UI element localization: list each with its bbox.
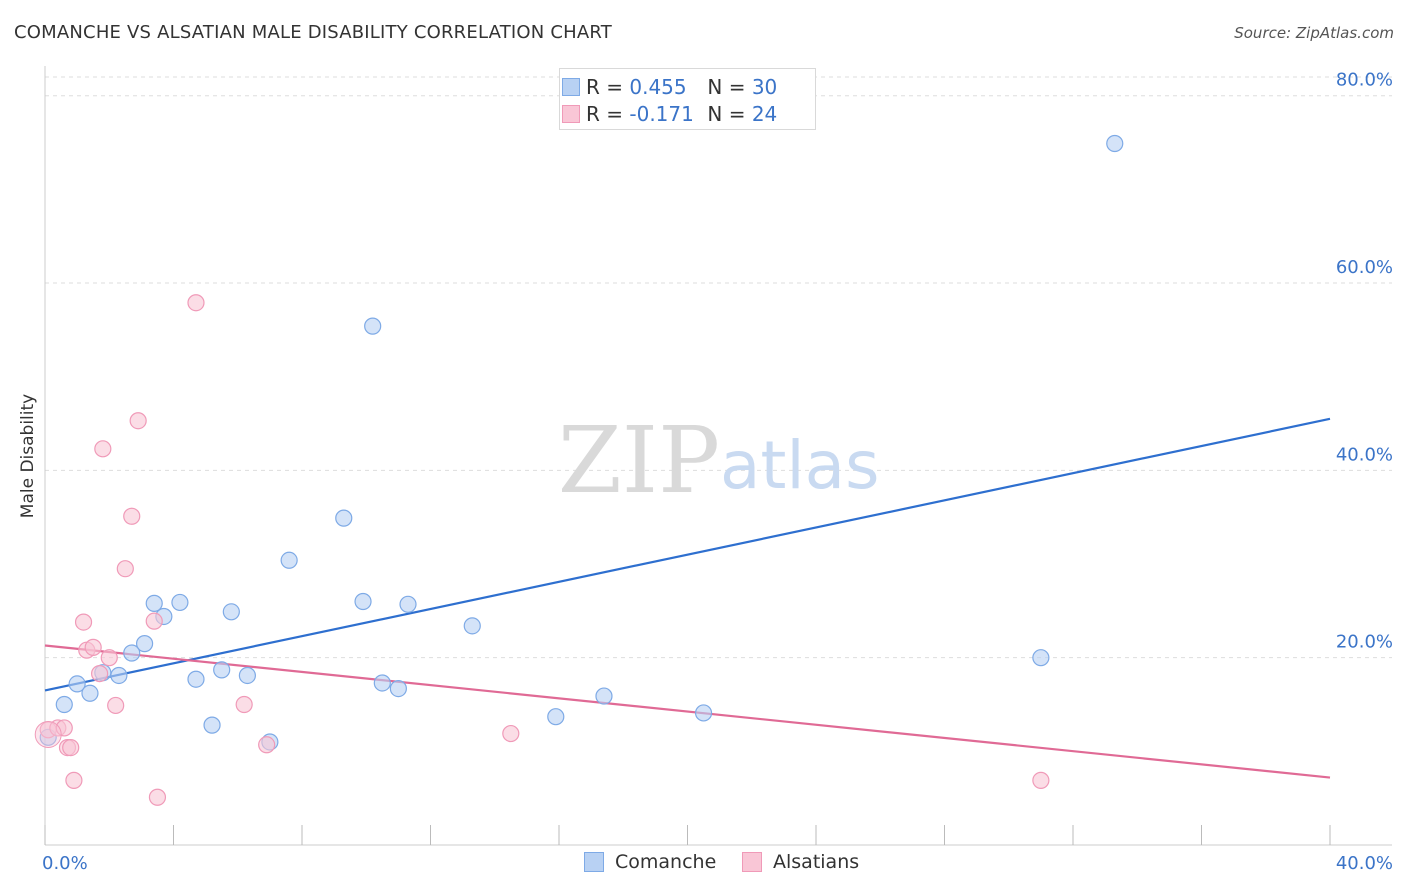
data-point-alsatians <box>235 695 253 714</box>
y-tick-label: 60.0% <box>1336 257 1393 278</box>
data-point-alsatians <box>100 649 118 667</box>
tick-label-layer: 20.0% 40.0% 60.0% 80.0% 0.0% 40.0% <box>42 70 1393 874</box>
legend-n-value: 30 <box>751 75 778 99</box>
trend-line-comanche <box>44 417 1331 692</box>
data-point-comanche <box>213 661 231 679</box>
legend-n-label: N = <box>707 75 752 99</box>
data-point-comanche <box>595 687 613 705</box>
y-tick-label: 40.0% <box>1336 444 1393 465</box>
data-point-comanche <box>68 675 86 693</box>
data-point-comanche <box>171 593 189 612</box>
legend-r-value: 0.455 <box>629 75 687 99</box>
data-point-comanche <box>145 594 163 612</box>
data-point-alsatians <box>187 294 205 312</box>
grid-layer <box>45 76 1392 659</box>
data-point-alsatians <box>123 507 141 525</box>
legend-r-value: -0.171 <box>629 102 694 126</box>
trend-line-alsatians <box>44 644 1331 779</box>
data-point-alsatians <box>1032 771 1050 789</box>
data-point-comanche <box>238 666 256 685</box>
data-point-comanche <box>81 684 99 702</box>
data-point-alsatians <box>107 696 125 715</box>
watermark: ZIP atlas <box>558 407 880 514</box>
data-point-comanche <box>55 695 73 714</box>
data-point-comanche <box>110 666 128 685</box>
legend-n-value: 24 <box>751 102 778 126</box>
legend-row-alsatians: R = -0.171 N = 24 <box>562 101 778 127</box>
x-tick-label: 0.0% <box>42 853 88 874</box>
legend-swatch-comanche <box>584 852 604 872</box>
x-tick-label: 40.0% <box>1336 853 1393 874</box>
axis-layer <box>44 66 1392 846</box>
data-point-comanche <box>1032 649 1050 667</box>
legend-r-label: R = <box>586 102 630 126</box>
legend-label-alsatians: Alsatians <box>773 851 860 873</box>
trend-layer <box>44 417 1331 779</box>
chart-title: COMANCHE VS ALSATIAN MALE DISABILITY COR… <box>14 22 612 43</box>
data-point-alsatians <box>258 736 276 754</box>
watermark-atlas: atlas <box>720 427 880 504</box>
data-point-alsatians <box>148 788 167 806</box>
data-point-comanche <box>203 716 221 734</box>
data-point-comanche <box>463 617 481 635</box>
legend-swatch-comanche <box>562 78 580 96</box>
y-tick-label: 20.0% <box>1336 632 1393 653</box>
data-point-alsatians <box>55 719 73 737</box>
legend-label-comanche: Comanche <box>615 851 717 873</box>
data-point-comanche <box>694 704 713 722</box>
data-point-comanche <box>1106 134 1124 153</box>
source-label: Source: ZipAtlas.com <box>1234 24 1394 42</box>
legend-swatch-alsatians <box>562 105 580 123</box>
legend-item-alsatians[interactable]: Alsatians <box>742 851 859 873</box>
data-point-alsatians <box>34 720 62 748</box>
legend-series: Comanche Alsatians <box>0 851 1406 877</box>
points-layer <box>34 134 1124 806</box>
legend-n-label: N = <box>707 102 752 126</box>
data-point-comanche <box>354 592 372 611</box>
y-tick-label: 80.0% <box>1336 70 1393 91</box>
data-point-comanche <box>364 317 382 335</box>
data-point-alsatians <box>65 771 83 789</box>
legend-r-label: R = <box>586 75 630 99</box>
data-point-alsatians <box>84 638 102 656</box>
data-point-comanche <box>335 509 353 527</box>
data-point-comanche <box>135 635 154 653</box>
data-point-alsatians <box>74 613 93 631</box>
data-point-alsatians <box>129 412 147 430</box>
data-point-comanche <box>187 670 205 688</box>
data-point-alsatians <box>94 440 112 458</box>
legend-swatch-alsatians <box>742 852 762 872</box>
legend-row-comanche: R = 0.455 N = 30 <box>562 74 778 100</box>
data-point-comanche <box>547 708 565 726</box>
data-point-alsatians <box>62 738 80 757</box>
data-point-comanche <box>389 679 407 698</box>
data-point-alsatians <box>502 724 520 743</box>
data-point-comanche <box>373 674 391 692</box>
data-point-alsatians <box>116 560 134 578</box>
legend-stats: R = 0.455 N = 30 R = -0.171 N = 24 <box>559 68 816 130</box>
data-point-comanche <box>399 595 417 613</box>
data-point-alsatians <box>145 612 163 630</box>
data-point-comanche <box>222 603 240 621</box>
legend-item-comanche[interactable]: Comanche <box>584 851 716 873</box>
data-point-alsatians <box>91 665 109 683</box>
data-point-comanche <box>123 644 141 662</box>
watermark-zip: ZIP <box>558 407 720 514</box>
data-point-comanche <box>280 551 298 569</box>
